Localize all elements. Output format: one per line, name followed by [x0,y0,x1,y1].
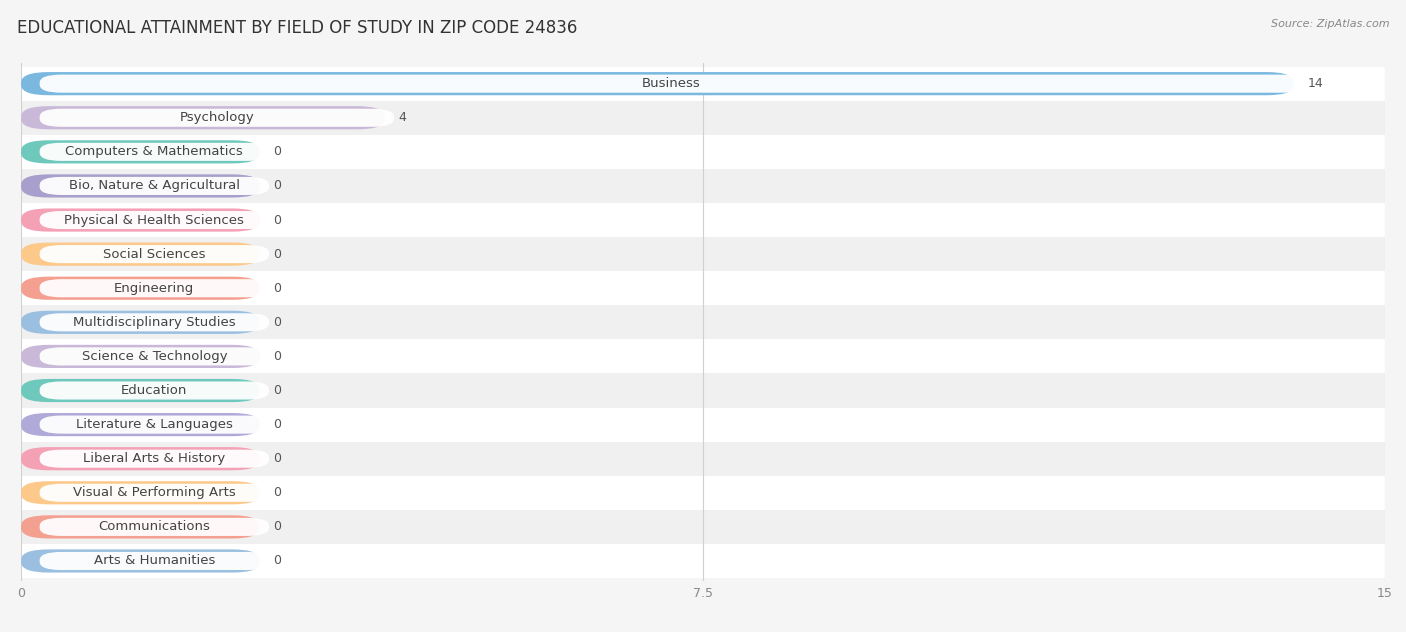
Text: 4: 4 [398,111,406,125]
FancyBboxPatch shape [21,442,1385,476]
FancyBboxPatch shape [21,209,260,231]
Text: 0: 0 [273,453,281,465]
FancyBboxPatch shape [21,339,1385,374]
FancyBboxPatch shape [21,408,1385,442]
Text: Social Sciences: Social Sciences [103,248,205,260]
FancyBboxPatch shape [21,66,1385,100]
Text: Communications: Communications [98,520,211,533]
Text: 0: 0 [273,554,281,568]
Text: 0: 0 [273,214,281,226]
Text: 14: 14 [1308,77,1323,90]
FancyBboxPatch shape [21,135,1385,169]
Text: Engineering: Engineering [114,282,194,295]
Text: Computers & Mathematics: Computers & Mathematics [66,145,243,159]
FancyBboxPatch shape [39,483,269,502]
FancyBboxPatch shape [21,72,1294,95]
FancyBboxPatch shape [39,313,269,331]
Text: 0: 0 [273,282,281,295]
FancyBboxPatch shape [21,515,260,538]
Text: Liberal Arts & History: Liberal Arts & History [83,453,225,465]
FancyBboxPatch shape [21,174,260,198]
Text: 0: 0 [273,248,281,260]
FancyBboxPatch shape [39,245,269,263]
FancyBboxPatch shape [39,518,269,536]
FancyBboxPatch shape [39,143,269,161]
FancyBboxPatch shape [39,348,269,365]
FancyBboxPatch shape [39,177,269,195]
FancyBboxPatch shape [21,106,385,130]
Text: 0: 0 [273,418,281,431]
Text: Literature & Languages: Literature & Languages [76,418,233,431]
FancyBboxPatch shape [39,382,269,399]
FancyBboxPatch shape [21,476,1385,510]
Text: 0: 0 [273,486,281,499]
FancyBboxPatch shape [21,100,1385,135]
FancyBboxPatch shape [39,75,1303,93]
FancyBboxPatch shape [21,374,1385,408]
Text: 0: 0 [273,145,281,159]
FancyBboxPatch shape [21,481,260,504]
Text: 0: 0 [273,179,281,192]
FancyBboxPatch shape [21,237,1385,271]
FancyBboxPatch shape [39,109,394,127]
Text: Education: Education [121,384,187,397]
FancyBboxPatch shape [21,413,260,436]
Text: Bio, Nature & Agricultural: Bio, Nature & Agricultural [69,179,240,192]
Text: 0: 0 [273,384,281,397]
Text: EDUCATIONAL ATTAINMENT BY FIELD OF STUDY IN ZIP CODE 24836: EDUCATIONAL ATTAINMENT BY FIELD OF STUDY… [17,19,578,37]
FancyBboxPatch shape [21,345,260,368]
Text: Psychology: Psychology [180,111,254,125]
Text: Physical & Health Sciences: Physical & Health Sciences [65,214,245,226]
Text: Visual & Performing Arts: Visual & Performing Arts [73,486,236,499]
FancyBboxPatch shape [39,449,269,468]
FancyBboxPatch shape [21,203,1385,237]
FancyBboxPatch shape [21,305,1385,339]
FancyBboxPatch shape [21,271,1385,305]
FancyBboxPatch shape [39,279,269,297]
FancyBboxPatch shape [21,243,260,265]
Text: Business: Business [643,77,700,90]
FancyBboxPatch shape [21,169,1385,203]
Text: 0: 0 [273,350,281,363]
FancyBboxPatch shape [21,379,260,402]
Text: Multidisciplinary Studies: Multidisciplinary Studies [73,316,236,329]
FancyBboxPatch shape [39,211,269,229]
FancyBboxPatch shape [21,140,260,164]
Text: Arts & Humanities: Arts & Humanities [94,554,215,568]
FancyBboxPatch shape [21,311,260,334]
FancyBboxPatch shape [39,416,269,434]
FancyBboxPatch shape [21,544,1385,578]
FancyBboxPatch shape [21,447,260,470]
FancyBboxPatch shape [21,277,260,300]
FancyBboxPatch shape [21,510,1385,544]
Text: Source: ZipAtlas.com: Source: ZipAtlas.com [1271,19,1389,29]
Text: Science & Technology: Science & Technology [82,350,228,363]
Text: 0: 0 [273,520,281,533]
FancyBboxPatch shape [21,549,260,573]
Text: 0: 0 [273,316,281,329]
FancyBboxPatch shape [39,552,269,570]
